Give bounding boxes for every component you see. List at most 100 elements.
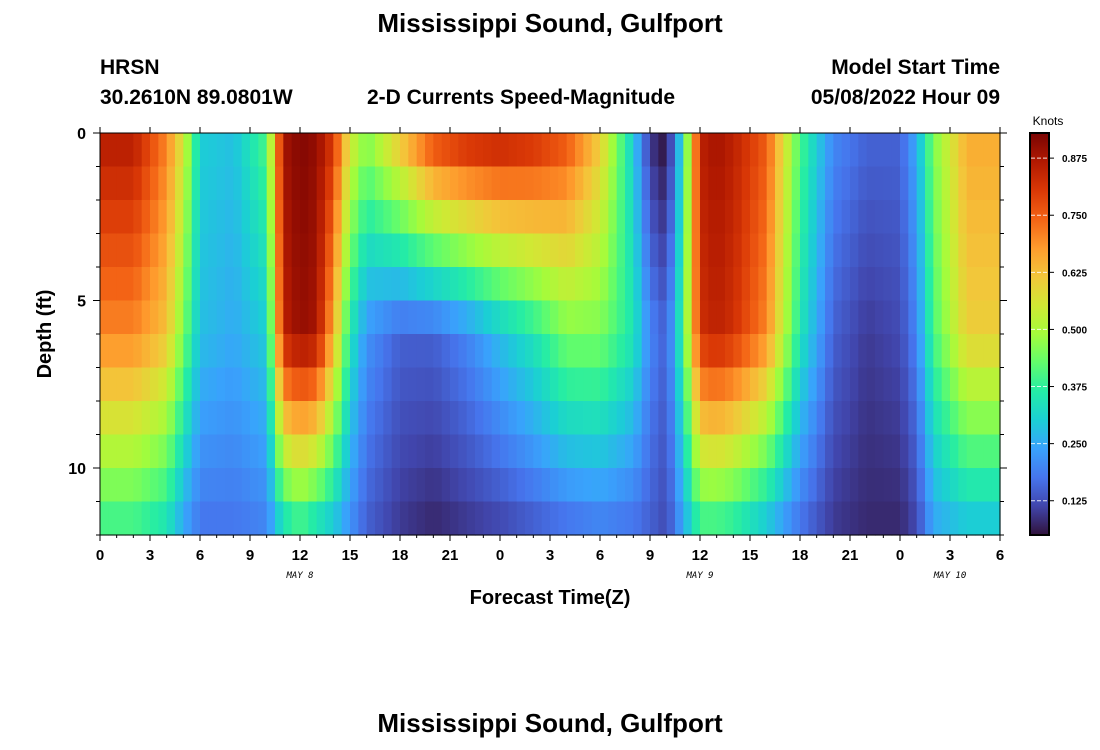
colorbar-tick-label: 0.250 — [1062, 440, 1087, 451]
heatmap-cell — [516, 200, 526, 235]
heatmap-cell — [541, 133, 551, 168]
heatmap-cell — [333, 367, 343, 402]
heatmap-cell — [791, 434, 801, 469]
heatmap-cell — [675, 200, 684, 235]
heatmap-cell — [650, 468, 659, 503]
heatmap-cell — [166, 401, 176, 436]
heatmap-cell — [108, 401, 118, 436]
heatmap-cell — [366, 434, 376, 469]
heatmap-cell — [275, 233, 284, 268]
heatmap-cell — [433, 133, 443, 168]
colorbar-tick-label: 0.375 — [1062, 383, 1087, 394]
heatmap-cell — [416, 133, 426, 168]
heatmap-cell — [975, 434, 984, 469]
heatmap-cell — [383, 233, 393, 268]
heatmap-cell — [625, 166, 634, 201]
heatmap-cell — [958, 233, 968, 268]
heatmap-cell — [158, 166, 168, 201]
heatmap-cell — [108, 367, 118, 402]
heatmap-cell — [925, 133, 934, 168]
heatmap-cell — [916, 200, 926, 235]
heatmap-cell — [425, 501, 434, 536]
heatmap-cell — [516, 434, 526, 469]
heatmap-cell — [141, 200, 151, 235]
heatmap-cell — [733, 367, 743, 402]
heatmap-cell — [858, 166, 868, 201]
heatmap-cell — [508, 367, 518, 402]
heatmap-cell — [475, 334, 484, 369]
heatmap-cell — [875, 468, 884, 503]
heatmap-cell — [750, 501, 759, 536]
heatmap-cell — [208, 401, 218, 436]
heatmap-cell — [325, 200, 334, 235]
heatmap-cell — [933, 166, 943, 201]
station-id: HRSN — [100, 56, 160, 79]
heatmap-cell — [466, 300, 476, 335]
heatmap-cell — [216, 267, 226, 302]
heatmap-cell — [200, 501, 209, 536]
heatmap-cell — [325, 300, 334, 335]
heatmap-cell — [566, 334, 576, 369]
heatmap-cell — [625, 200, 634, 235]
heatmap-cell — [291, 300, 301, 335]
heatmap-cell — [416, 267, 426, 302]
heatmap-cell — [141, 233, 151, 268]
heatmap-cell — [316, 267, 326, 302]
heatmap-cell — [458, 166, 468, 201]
heatmap-cell — [283, 233, 293, 268]
chart-subtitle: 2-D Currents Speed-Magnitude — [367, 86, 676, 109]
heatmap-cell — [116, 401, 126, 436]
heatmap-cell — [741, 166, 751, 201]
heatmap-cell — [125, 334, 134, 369]
heatmap-cell — [800, 267, 809, 302]
heatmap-cell — [675, 233, 684, 268]
heatmap-cell — [341, 468, 351, 503]
heatmap-cell — [508, 133, 518, 168]
x-date-label: MAY 8 — [285, 571, 313, 581]
heatmap-cell — [216, 233, 226, 268]
heatmap-cell — [525, 166, 534, 201]
heatmap-cell — [758, 334, 768, 369]
heatmap-cell — [325, 468, 334, 503]
heatmap-cell — [833, 200, 843, 235]
heatmap-cell — [416, 434, 426, 469]
colorbar-tick-label: 0.750 — [1062, 211, 1087, 222]
heatmap-cell — [225, 200, 234, 235]
heatmap-cell — [208, 233, 218, 268]
heatmap-cell — [283, 501, 293, 536]
heatmap-cell — [325, 166, 334, 201]
heatmap-cell — [766, 133, 776, 168]
heatmap-cell — [933, 367, 943, 402]
heatmap-cell — [991, 133, 1001, 168]
heatmap-cell — [783, 200, 793, 235]
heatmap-cell — [950, 200, 959, 235]
heatmap-cell — [966, 334, 976, 369]
heatmap-cell — [375, 166, 384, 201]
heatmap-cell — [391, 300, 401, 335]
heatmap-cell — [791, 367, 801, 402]
heatmap-cell — [250, 334, 259, 369]
heatmap-cell — [766, 334, 776, 369]
heatmap-cell — [625, 267, 634, 302]
heatmap-cell — [866, 200, 876, 235]
heatmap-cell — [583, 401, 593, 436]
heatmap-cell — [750, 468, 759, 503]
heatmap-cell — [300, 133, 309, 168]
heatmap-cell — [150, 300, 159, 335]
heatmap-cell — [166, 200, 176, 235]
heatmap-cell — [241, 233, 251, 268]
heatmap-cell — [675, 367, 684, 402]
heatmap-cell — [433, 300, 443, 335]
heatmap-cell — [841, 434, 851, 469]
x-tick-label: 12 — [292, 547, 309, 564]
heatmap-cell — [650, 367, 659, 402]
heatmap-cell — [116, 468, 126, 503]
heatmap-cell — [500, 166, 509, 201]
heatmap-cell — [425, 367, 434, 402]
heatmap-cell — [450, 166, 459, 201]
heatmap-cell — [500, 267, 509, 302]
heatmap-cell — [591, 501, 601, 536]
heatmap-cell — [333, 434, 343, 469]
heatmap-cell — [533, 501, 543, 536]
heatmap-cell — [375, 367, 384, 402]
